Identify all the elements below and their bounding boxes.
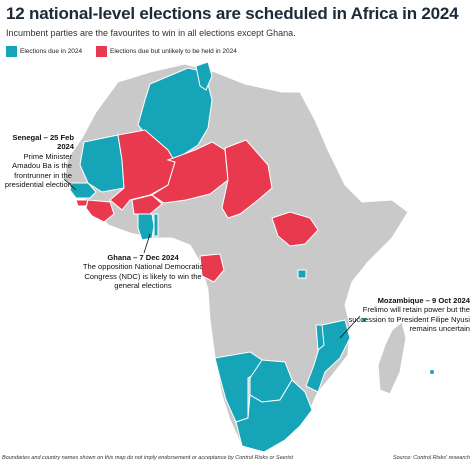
annotation-senegal-line: Prime Minister (23, 151, 72, 161)
togo (153, 213, 159, 237)
map-disclaimer: Boundaries and country names shown on th… (2, 455, 294, 461)
gabon (199, 253, 225, 283)
legend-label-due: Elections due in 2024 (20, 48, 83, 55)
senegal-leader-line (63, 178, 77, 191)
namibia (214, 351, 263, 423)
annotation-mozambique-line: Frelimo will retain power but the (362, 305, 470, 315)
south-africa (235, 379, 313, 453)
legend-swatch-due (6, 46, 17, 57)
legend-item-due: Elections due in 2024 (6, 46, 82, 57)
legend-label-unlikely: Elections due but unlikely to be held in… (110, 48, 237, 55)
guinea (85, 199, 115, 223)
annotation-mozambique-line: succession to President Filipe Nyusi (348, 314, 470, 324)
chad (221, 139, 273, 219)
page-subtitle: Incumbent parties are the favourites to … (6, 28, 296, 38)
annotation-senegal-line: Amadou Ba is the (12, 161, 72, 171)
source-note: Source: Control Risks' research (392, 455, 470, 461)
legend-item-unlikely: Elections due but unlikely to be held in… (96, 46, 237, 57)
annotation-mozambique-heading: Mozambique – 9 Oct 2024 (377, 296, 470, 305)
senegal (69, 182, 97, 199)
madagascar (377, 321, 407, 395)
mozambique-leader-line (339, 315, 361, 339)
annotation-senegal-line: frontrunner in the (14, 170, 72, 180)
annotation-ghana-line: The opposition National Democratic (82, 262, 204, 272)
mozambique (305, 319, 351, 393)
niger (151, 141, 229, 204)
annotation-mozambique: Mozambique – 9 Oct 2024 Frelimo will ret… (330, 296, 470, 334)
mauritius (430, 370, 434, 374)
annotation-ghana: Ghana – 7 Dec 2024 The opposition Nation… (68, 253, 218, 291)
annotation-senegal-heading: Senegal – 25 Feb 2024 (12, 133, 74, 152)
annotation-ghana-line: Congress (NDC) is likely to win the (84, 271, 202, 281)
rwanda (297, 269, 307, 279)
south-sudan (271, 211, 319, 247)
malawi (315, 324, 325, 352)
annotation-senegal: Senegal – 25 Feb 2024 Prime Minister Ama… (2, 133, 74, 190)
guinea-bissau (75, 199, 89, 207)
burkina-faso (131, 194, 163, 215)
ghana (137, 213, 155, 241)
legend-swatch-unlikely (96, 46, 107, 57)
comoros (362, 318, 366, 322)
page-title: 12 national-level elections are schedule… (6, 4, 459, 23)
annotation-ghana-heading: Ghana – 7 Dec 2024 (107, 253, 179, 262)
tunisia (195, 61, 213, 91)
annotation-mozambique-line: remains uncertain (409, 324, 470, 334)
ghana-leader-line (143, 233, 151, 254)
annotation-ghana-line: general elections (114, 281, 172, 291)
annotation-senegal-line: presidential election (4, 180, 72, 190)
